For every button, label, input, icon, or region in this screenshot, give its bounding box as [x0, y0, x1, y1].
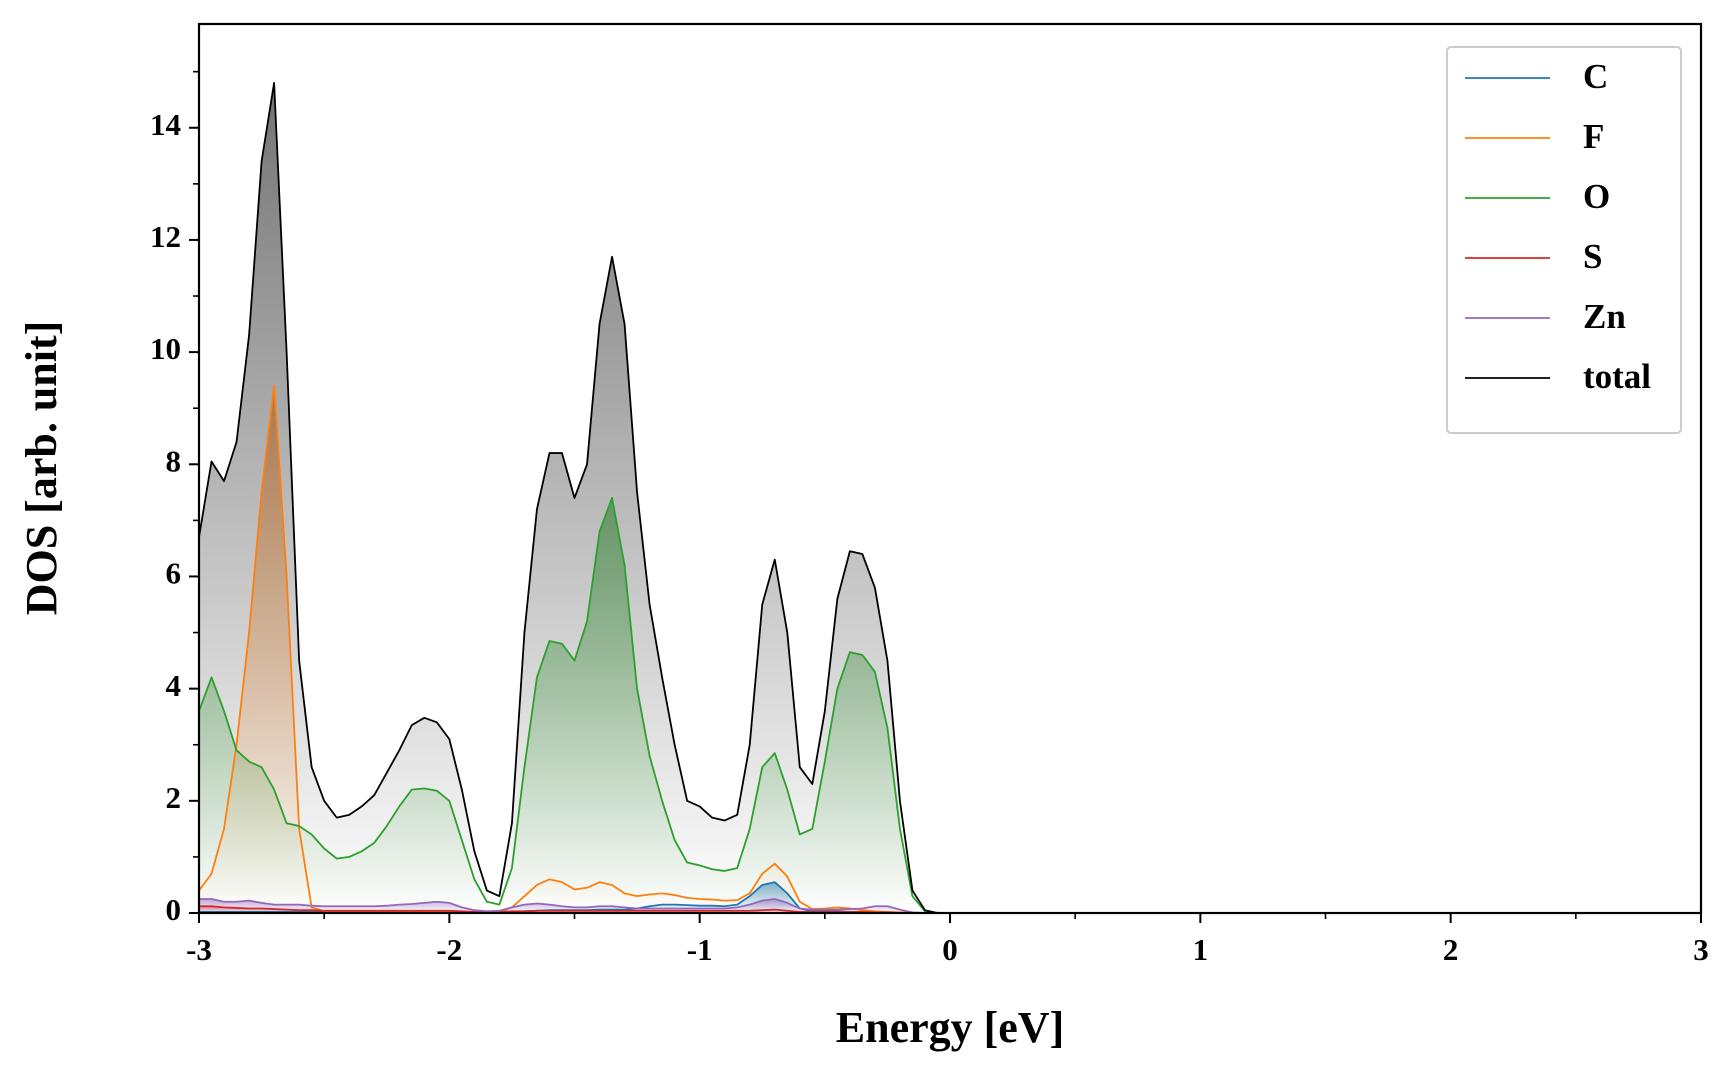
x-tick-label: 1	[1193, 932, 1209, 967]
legend-label: F	[1583, 117, 1604, 156]
x-tick-label: -3	[186, 932, 212, 967]
legend-label: O	[1583, 177, 1610, 216]
series-line	[199, 898, 1701, 914]
y-tick-label: 12	[150, 219, 181, 254]
legend-box	[1446, 46, 1682, 434]
series-line	[198, 81, 1701, 914]
legend-label: C	[1583, 57, 1608, 96]
x-tick-label: -2	[436, 932, 462, 967]
y-tick-label: 6	[166, 556, 182, 591]
x-tick-label: 0	[942, 932, 958, 967]
x-tick-label: 2	[1443, 932, 1459, 967]
series-line	[198, 497, 1701, 914]
legend-label: Zn	[1583, 297, 1626, 336]
y-axis-label: DOS [arb. unit]	[17, 321, 66, 616]
x-tick-label: 3	[1693, 932, 1709, 967]
y-tick-label: 8	[166, 443, 182, 478]
series-line	[199, 905, 1701, 914]
x-tick-label: -1	[687, 932, 713, 967]
area	[199, 82, 1701, 913]
y-tick-label: 14	[150, 107, 181, 142]
x-axis-label: Energy [eV]	[836, 1003, 1065, 1052]
legend-label: S	[1583, 237, 1602, 276]
legend-label: total	[1583, 357, 1651, 396]
y-tick-label: 10	[150, 331, 181, 366]
y-tick-label: 2	[166, 780, 182, 815]
y-tick-label: 4	[166, 668, 182, 703]
line-layer	[198, 81, 1701, 914]
y-tick-label: 0	[166, 892, 182, 927]
